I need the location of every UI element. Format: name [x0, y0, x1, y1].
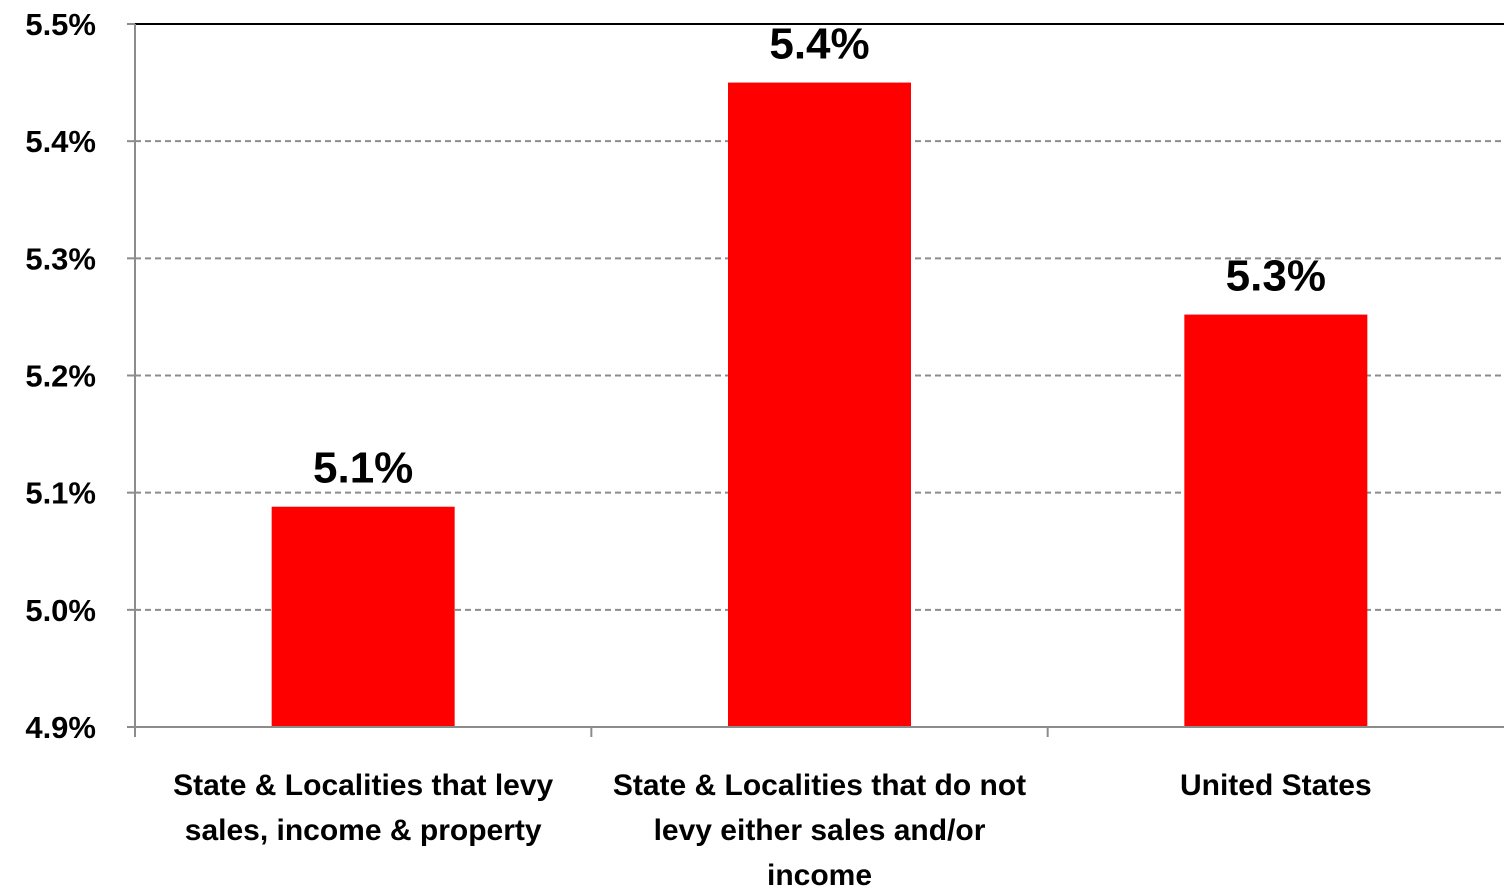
y-tick-label: 4.9%	[25, 710, 96, 745]
y-tick-label: 5.0%	[25, 593, 96, 628]
y-tick-label: 5.2%	[25, 359, 96, 394]
x-category-label: income	[767, 859, 872, 887]
y-tick-label: 5.1%	[25, 476, 96, 511]
bar	[1184, 314, 1368, 727]
x-category-label: United States	[1180, 769, 1372, 802]
y-tick-label: 5.4%	[25, 124, 96, 159]
bar-layer	[271, 82, 1368, 728]
axis-layer	[127, 23, 1504, 737]
y-tick-label: 5.3%	[25, 241, 96, 276]
data-label: 5.3%	[1226, 252, 1326, 301]
x-category-label: levy either sales and/or	[654, 814, 986, 847]
bar	[271, 506, 455, 727]
label-layer: 4.9% 5.0% 5.1% 5.2% 5.3% 5.4% 5.5% 5.1% State & …	[25, 7, 1372, 892]
x-category-label: sales, income & property	[185, 814, 542, 847]
data-label: 5.4%	[769, 20, 869, 69]
x-category-label: State & Localities that do not	[613, 769, 1026, 802]
y-tick-label: 5.5%	[25, 7, 96, 42]
data-label: 5.1%	[313, 444, 413, 493]
x-category-label: State & Localities that levy	[173, 769, 553, 802]
bar	[728, 82, 911, 728]
